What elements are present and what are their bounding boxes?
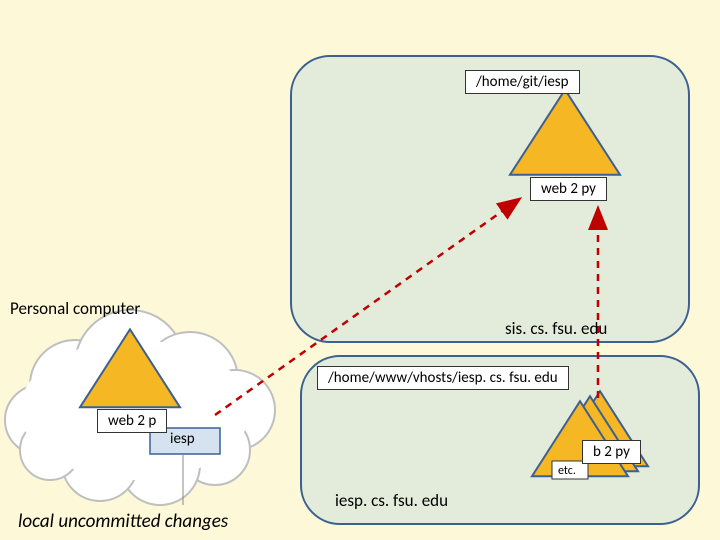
label-top-path: /home/git/iesp (465, 70, 580, 94)
label-uncommitted: local uncommitted changes (18, 510, 228, 533)
server-box-top (290, 55, 690, 343)
label-top-triangle: web 2 py (530, 177, 607, 201)
label-cloud-triangle: web 2 p (97, 409, 167, 433)
label-sis-host: sis. cs. fsu. edu (505, 318, 607, 339)
label-iesp-host: iesp. cs. fsu. edu (335, 490, 448, 511)
label-iesp: iesp (170, 430, 195, 448)
cloud-shape (5, 310, 275, 505)
label-lower-path: /home/www/vhosts/iesp. cs. fsu. edu (317, 366, 569, 390)
label-personal-computer: Personal computer (10, 298, 140, 319)
label-lower-triangle: b 2 py (582, 440, 641, 464)
